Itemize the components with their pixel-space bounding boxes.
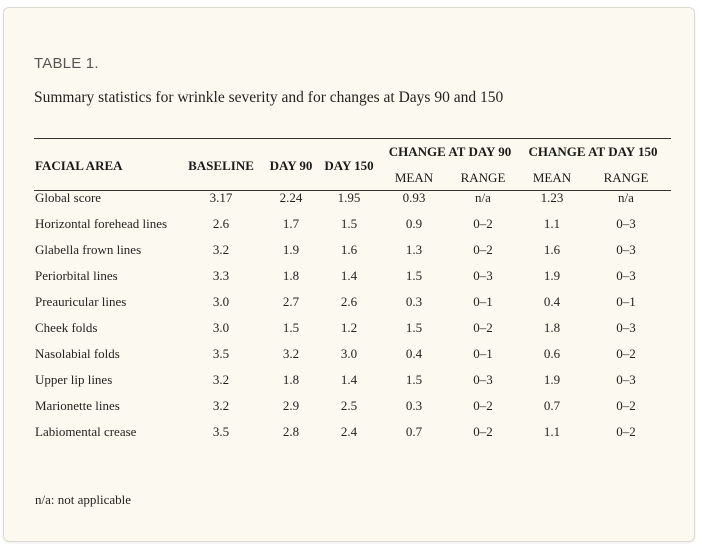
- cell-baseline: 3.17: [209, 190, 233, 205]
- cell-mean-day-150: 1.9: [543, 372, 561, 387]
- cell-day-90: 3.2: [282, 346, 300, 361]
- cell-day-150: 2.4: [340, 424, 358, 439]
- cell-range-day-90: 0–1: [473, 346, 493, 361]
- cell-mean-day-90: 1.3: [405, 242, 423, 257]
- cell-day-90: 1.5: [282, 320, 300, 335]
- cell-range-day-150: 0–3: [616, 320, 636, 335]
- cell-mean-day-150: 0.7: [543, 398, 561, 413]
- cell-facial-area: Preauricular lines: [35, 294, 127, 309]
- cell-mean-day-150: 1.1: [543, 424, 561, 439]
- header-facial-area: FACIAL AREA: [35, 158, 123, 173]
- cell-range-day-90: 0–3: [473, 372, 493, 387]
- table-label: TABLE 1.: [34, 55, 99, 72]
- cell-day-150: 1.95: [337, 190, 361, 205]
- cell-baseline: 3.0: [212, 294, 230, 309]
- cell-baseline: 3.2: [212, 242, 230, 257]
- cell-day-90: 2.7: [282, 294, 300, 309]
- table-footnote: n/a: not applicable: [35, 492, 132, 507]
- header-day-90: DAY 90: [269, 158, 313, 173]
- cell-mean-day-150: 1.1: [543, 216, 561, 231]
- cell-day-150: 1.4: [340, 372, 358, 387]
- cell-range-day-150: 0–3: [616, 242, 636, 257]
- cell-facial-area: Upper lip lines: [35, 372, 113, 387]
- cell-mean-day-90: 1.5: [405, 372, 423, 387]
- cell-day-150: 3.0: [340, 346, 358, 361]
- cell-facial-area: Cheek folds: [35, 320, 98, 335]
- cell-day-90: 2.9: [282, 398, 300, 413]
- cell-mean-day-90: 1.5: [405, 268, 423, 283]
- cell-range-day-90: 0–2: [473, 398, 493, 413]
- cell-day-150: 1.5: [340, 216, 358, 231]
- cell-day-150: 1.2: [340, 320, 358, 335]
- cell-day-90: 1.7: [282, 216, 300, 231]
- header-mean-day-90: MEAN: [394, 170, 434, 185]
- cell-baseline: 2.6: [212, 216, 230, 231]
- header-day-150: DAY 150: [324, 158, 374, 173]
- header-baseline: BASELINE: [188, 158, 254, 173]
- cell-mean-day-150: 1.23: [540, 190, 564, 205]
- header-change-day-150: CHANGE AT DAY 150: [528, 144, 658, 159]
- cell-day-90: 2.8: [282, 424, 300, 439]
- cell-day-90: 2.24: [279, 190, 303, 205]
- cell-facial-area: Periorbital lines: [35, 268, 118, 283]
- cell-mean-day-90: 0.3: [405, 294, 423, 309]
- table-card: TABLE 1. Summary statistics for wrinkle …: [3, 7, 695, 542]
- cell-range-day-150: 0–2: [616, 424, 636, 439]
- cell-day-150: 1.4: [340, 268, 358, 283]
- cell-mean-day-90: 0.9: [405, 216, 423, 231]
- cell-range-day-150: 0–3: [616, 268, 636, 283]
- cell-baseline: 3.0: [212, 320, 230, 335]
- cell-facial-area: Nasolabial folds: [35, 346, 120, 361]
- cell-mean-day-90: 0.3: [405, 398, 423, 413]
- cell-day-150: 1.6: [340, 242, 358, 257]
- cell-mean-day-90: 1.5: [405, 320, 423, 335]
- cell-range-day-150: 0–2: [616, 398, 636, 413]
- cell-mean-day-150: 1.6: [543, 242, 561, 257]
- table-top-rule: [34, 138, 671, 140]
- cell-range-day-90: 0–2: [473, 320, 493, 335]
- cell-range-day-90: 0–2: [473, 216, 493, 231]
- cell-facial-area: Global score: [35, 190, 102, 205]
- cell-mean-day-90: 0.93: [402, 190, 426, 205]
- cell-range-day-90: 0–3: [473, 268, 493, 283]
- table-header-rule: [34, 190, 671, 191]
- cell-mean-day-90: 0.7: [405, 424, 423, 439]
- cell-mean-day-150: 1.8: [543, 320, 561, 335]
- cell-range-day-150: 0–3: [616, 216, 636, 231]
- cell-day-90: 1.9: [282, 242, 300, 257]
- cell-baseline: 3.3: [212, 268, 230, 283]
- cell-range-day-150: 0–3: [616, 372, 636, 387]
- table-caption: Summary statistics for wrinkle severity …: [34, 89, 504, 106]
- cell-range-day-150: 0–1: [616, 294, 636, 309]
- header-range-day-150: RANGE: [603, 170, 649, 185]
- cell-facial-area: Glabella frown lines: [35, 242, 142, 257]
- cell-facial-area: Horizontal forehead lines: [35, 216, 168, 231]
- cell-range-day-90: 0–2: [473, 242, 493, 257]
- cell-baseline: 3.2: [212, 372, 230, 387]
- cell-range-day-90: 0–1: [473, 294, 493, 309]
- cell-mean-day-150: 0.4: [543, 294, 561, 309]
- cell-mean-day-150: 0.6: [543, 346, 561, 361]
- cell-baseline: 3.5: [212, 424, 230, 439]
- cell-facial-area: Labiomental crease: [35, 424, 137, 439]
- cell-baseline: 3.5: [212, 346, 230, 361]
- cell-mean-day-150: 1.9: [543, 268, 561, 283]
- cell-baseline: 3.2: [212, 398, 230, 413]
- cell-mean-day-90: 0.4: [405, 346, 423, 361]
- cell-range-day-150: n/a: [618, 190, 634, 205]
- header-range-day-90: RANGE: [460, 170, 506, 185]
- cell-range-day-150: 0–2: [616, 346, 636, 361]
- cell-day-90: 1.8: [282, 268, 300, 283]
- header-mean-day-150: MEAN: [532, 170, 572, 185]
- header-change-day-90: CHANGE AT DAY 90: [388, 144, 512, 159]
- cell-day-90: 1.8: [282, 372, 300, 387]
- cell-facial-area: Marionette lines: [35, 398, 120, 413]
- cell-range-day-90: 0–2: [473, 424, 493, 439]
- cell-day-150: 2.6: [340, 294, 358, 309]
- cell-range-day-90: n/a: [475, 190, 491, 205]
- cell-day-150: 2.5: [340, 398, 358, 413]
